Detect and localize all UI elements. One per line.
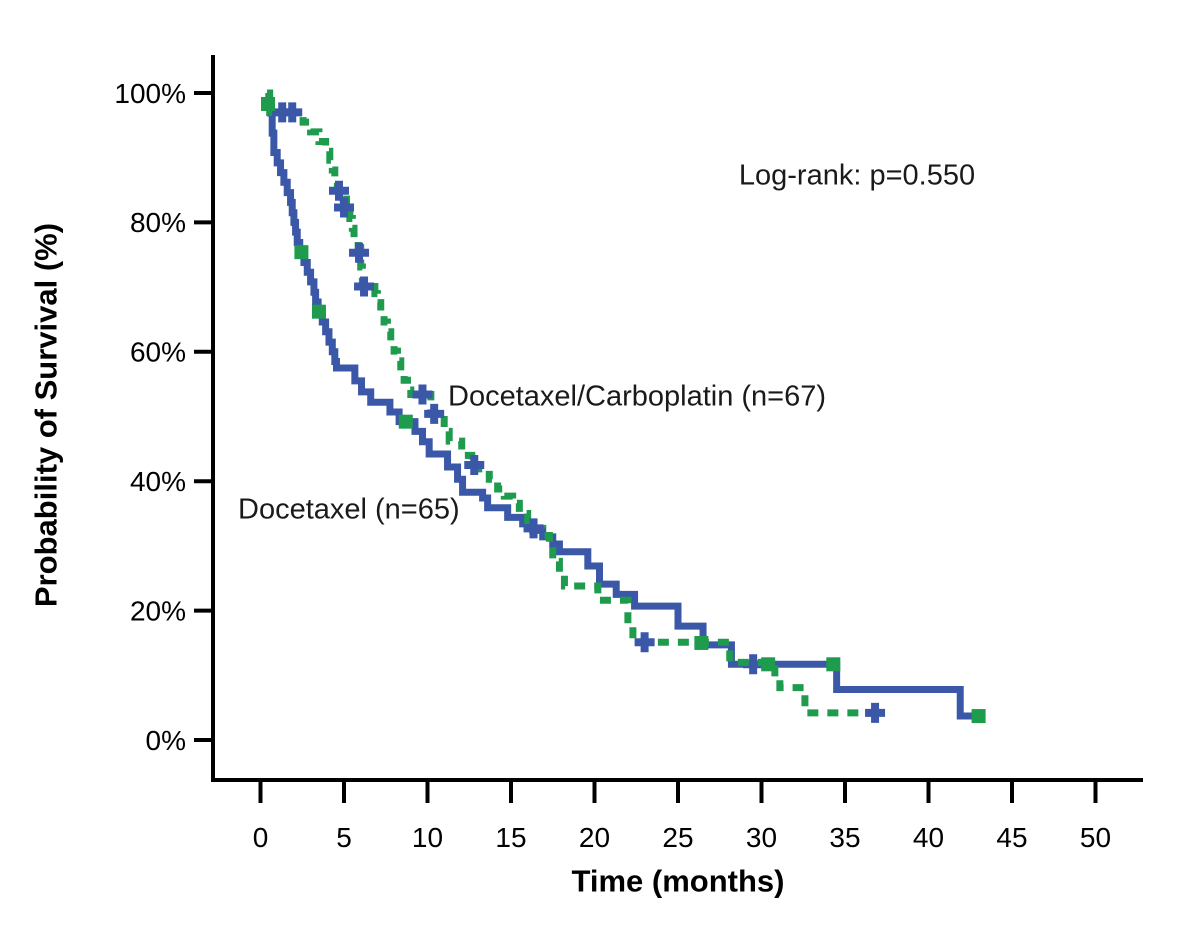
docetaxel-censor-square-mark <box>826 657 841 672</box>
x-tick-label: 45 <box>996 822 1027 853</box>
x-tick-label: 20 <box>579 822 610 853</box>
y-tick-label: 80% <box>130 207 186 238</box>
y-tick-label: 40% <box>130 466 186 497</box>
docetaxel-curve <box>265 89 981 720</box>
y-tick-label: 20% <box>130 595 186 626</box>
x-axis-title: Time (months) <box>571 863 785 899</box>
x-tick-label: 10 <box>412 822 443 853</box>
x-tick-label: 50 <box>1080 822 1111 853</box>
docetaxel-carboplatin-censor-plus-mark <box>349 242 370 263</box>
docetaxel-carboplatin-censor-plus-mark <box>634 632 655 653</box>
y-tick-label: 0% <box>146 725 186 756</box>
docetaxel-censor-square-mark <box>311 304 326 319</box>
docetaxel-carboplatin-censor-plus-mark <box>354 276 375 297</box>
docetaxel-carboplatin-censor-plus-mark <box>865 702 886 723</box>
docetaxel-censor-square-mark <box>398 414 413 429</box>
docetaxel-carboplatin-censor-plus-mark <box>282 102 303 123</box>
docetaxel-censor-square-mark <box>971 709 986 724</box>
y-tick-label: 60% <box>130 337 186 368</box>
docetaxel-carboplatin-censor-plus-mark <box>328 180 349 201</box>
docetaxel-censor-square-mark <box>294 245 309 260</box>
x-tick-label: 40 <box>913 822 944 853</box>
docetaxel-carboplatin-censor-plus-mark <box>334 197 354 218</box>
x-tick-label: 35 <box>829 822 860 853</box>
y-tick-label: 100% <box>114 78 186 109</box>
log-rank-annotation: Log-rank: p=0.550 <box>738 159 976 192</box>
series-label-docetaxel-carboplatin: Docetaxel/Carboplatin (n=67) <box>448 380 827 413</box>
x-tick-label: 30 <box>746 822 777 853</box>
x-tick-label: 0 <box>253 822 269 853</box>
docetaxel-carboplatin-censor-plus-mark <box>523 518 544 539</box>
docetaxel-carboplatin-censor-plus-mark <box>412 384 433 405</box>
docetaxel-carboplatin-censor-plus-mark <box>464 455 485 476</box>
x-tick-label: 15 <box>495 822 526 853</box>
x-tick-label: 5 <box>336 822 352 853</box>
docetaxel-carboplatin-censor-square-mark <box>261 96 276 111</box>
y-axis-title: Probability of Survival (%) <box>28 222 64 608</box>
x-tick-label: 25 <box>662 822 693 853</box>
series-label-docetaxel: Docetaxel (n=65) <box>238 493 460 526</box>
docetaxel-carboplatin-censor-plus-mark <box>424 403 445 424</box>
